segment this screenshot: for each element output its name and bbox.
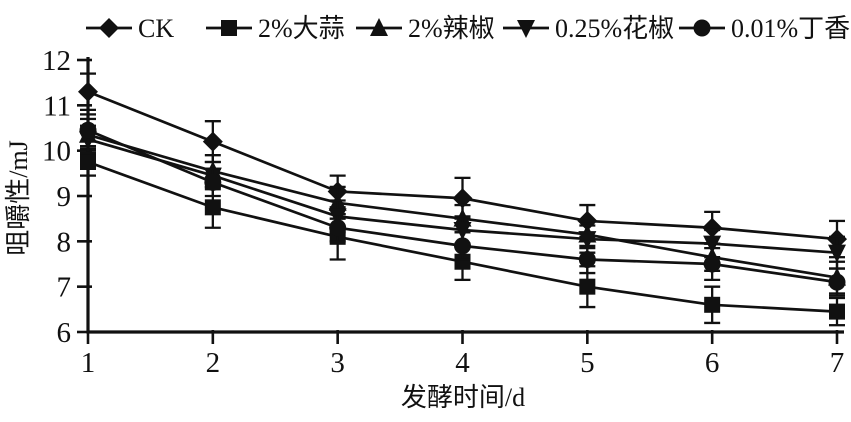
y-tick-label: 11: [43, 90, 71, 122]
data-point-marker: [329, 219, 347, 237]
y-tick-label: 12: [42, 45, 71, 77]
x-tick-label: 1: [81, 347, 96, 379]
data-point-marker: [204, 199, 221, 216]
legend-label: 0.01%丁香: [731, 14, 850, 43]
legend-marker-triangle-up: [370, 18, 388, 36]
y-tick-label: 8: [57, 226, 72, 258]
legend-item: 0.01%丁香: [679, 14, 850, 43]
x-tick-label: 6: [705, 347, 720, 379]
y-tick-label: 9: [57, 181, 72, 213]
x-tick-label: 2: [206, 347, 221, 379]
legend-marker-diamond: [99, 18, 119, 38]
series-layer: [78, 72, 847, 327]
data-point-marker: [80, 154, 96, 170]
legend-label: CK: [138, 14, 174, 43]
data-point-marker: [453, 222, 472, 240]
data-point-marker: [828, 244, 846, 263]
data-point-marker: [703, 235, 722, 254]
data-point-marker: [702, 217, 723, 238]
x-tick-label: 7: [830, 347, 845, 379]
data-point-marker: [579, 278, 596, 295]
data-point-marker: [452, 188, 473, 209]
data-point-marker: [703, 255, 721, 273]
y-tick-label: 7: [57, 272, 72, 304]
data-point-marker: [578, 250, 596, 268]
legend-item: CK: [86, 14, 174, 43]
legend-label: 2%辣椒: [408, 14, 495, 43]
data-point-marker: [829, 303, 845, 320]
y-tick-label: 6: [57, 317, 72, 349]
legend: CK 2%大蒜 2%辣椒 0.25%花椒 0.01%丁香: [86, 14, 850, 43]
x-axis-label: 发酵时间/d: [401, 383, 525, 412]
data-point-marker: [204, 173, 222, 191]
legend-label: 2%大蒜: [258, 14, 345, 43]
x-tick-label: 5: [580, 347, 595, 379]
data-point-marker: [78, 81, 98, 102]
legend-marker-triangle-down: [517, 20, 535, 38]
legend-label: 0.25%花椒: [555, 14, 674, 43]
legend-marker-square: [221, 20, 237, 36]
data-point-marker: [578, 231, 597, 250]
data-point-marker: [704, 296, 721, 313]
data-point-marker: [79, 121, 97, 139]
legend-item: 2%辣椒: [356, 14, 495, 43]
data-point-marker: [202, 131, 223, 152]
x-tick-label: 3: [330, 347, 345, 379]
data-point-marker: [828, 273, 846, 291]
data-point-marker: [454, 253, 471, 270]
y-axis-label: 咀嚼性/mJ: [4, 140, 33, 256]
legend-item: 0.25%花椒: [503, 14, 674, 43]
series-circle: [79, 113, 846, 297]
x-tick-label: 4: [455, 347, 470, 379]
legend-item: 2%大蒜: [206, 14, 345, 43]
data-point-marker: [454, 237, 471, 255]
y-tick-label: 10: [42, 136, 71, 168]
legend-marker-circle: [693, 19, 711, 37]
